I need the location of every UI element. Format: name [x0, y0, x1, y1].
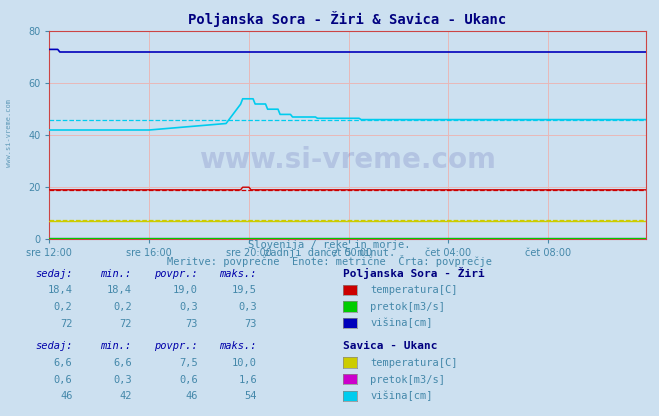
Text: 73: 73: [244, 319, 257, 329]
Text: 46: 46: [185, 391, 198, 401]
Text: 6,6: 6,6: [113, 358, 132, 368]
Text: temperatura[C]: temperatura[C]: [370, 285, 458, 295]
Text: Poljanska Sora - Žiri: Poljanska Sora - Žiri: [343, 267, 484, 279]
Text: 18,4: 18,4: [47, 285, 72, 295]
Text: 6,6: 6,6: [54, 358, 72, 368]
Text: maks.:: maks.:: [219, 269, 257, 279]
Text: sedaj:: sedaj:: [35, 269, 72, 279]
Text: 10,0: 10,0: [232, 358, 257, 368]
Text: 0,3: 0,3: [179, 302, 198, 312]
Text: 19,5: 19,5: [232, 285, 257, 295]
Text: sedaj:: sedaj:: [35, 342, 72, 352]
Text: povpr.:: povpr.:: [154, 269, 198, 279]
Text: min.:: min.:: [101, 269, 132, 279]
Text: 19,0: 19,0: [173, 285, 198, 295]
Text: zadnji dan / 5 minut.: zadnji dan / 5 minut.: [264, 248, 395, 258]
Text: 0,3: 0,3: [113, 375, 132, 385]
Text: 0,2: 0,2: [54, 302, 72, 312]
Text: www.si-vreme.com: www.si-vreme.com: [199, 146, 496, 174]
Title: Poljanska Sora - Žiri & Savica - Ukanc: Poljanska Sora - Žiri & Savica - Ukanc: [188, 11, 507, 27]
Text: 0,2: 0,2: [113, 302, 132, 312]
Text: Meritve: povprečne  Enote: metrične  Črta: povprečje: Meritve: povprečne Enote: metrične Črta:…: [167, 255, 492, 267]
Text: temperatura[C]: temperatura[C]: [370, 358, 458, 368]
Text: višina[cm]: višina[cm]: [370, 391, 433, 401]
Text: pretok[m3/s]: pretok[m3/s]: [370, 302, 445, 312]
Text: maks.:: maks.:: [219, 342, 257, 352]
Text: Slovenija / reke in morje.: Slovenija / reke in morje.: [248, 240, 411, 250]
Text: 46: 46: [60, 391, 72, 401]
Text: 42: 42: [119, 391, 132, 401]
Text: 72: 72: [119, 319, 132, 329]
Text: min.:: min.:: [101, 342, 132, 352]
Text: 0,6: 0,6: [54, 375, 72, 385]
Text: 18,4: 18,4: [107, 285, 132, 295]
Text: 73: 73: [185, 319, 198, 329]
Text: 0,3: 0,3: [239, 302, 257, 312]
Text: povpr.:: povpr.:: [154, 342, 198, 352]
Text: 1,6: 1,6: [239, 375, 257, 385]
Text: Savica - Ukanc: Savica - Ukanc: [343, 342, 437, 352]
Text: višina[cm]: višina[cm]: [370, 318, 433, 329]
Text: 54: 54: [244, 391, 257, 401]
Text: 7,5: 7,5: [179, 358, 198, 368]
Text: 72: 72: [60, 319, 72, 329]
Text: pretok[m3/s]: pretok[m3/s]: [370, 375, 445, 385]
Text: 0,6: 0,6: [179, 375, 198, 385]
Text: www.si-vreme.com: www.si-vreme.com: [5, 99, 12, 167]
